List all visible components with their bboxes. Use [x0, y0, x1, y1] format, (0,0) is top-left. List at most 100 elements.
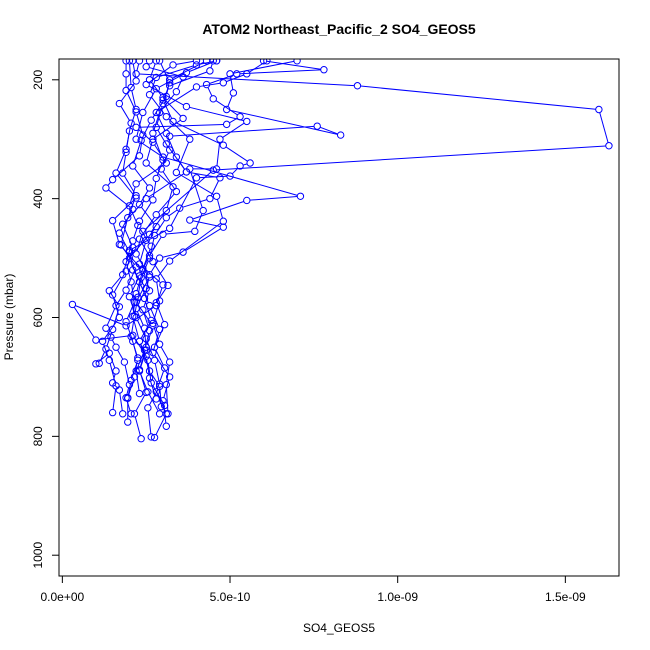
data-point — [186, 216, 194, 224]
profile-segment — [120, 83, 135, 102]
data-point — [149, 129, 157, 137]
profile-series — [92, 59, 147, 418]
data-point — [155, 297, 164, 305]
data-point — [108, 175, 117, 184]
data-point — [134, 356, 142, 364]
data-point — [132, 313, 140, 322]
profile-segment — [177, 159, 186, 170]
profile-segment — [152, 385, 164, 403]
series-layer — [68, 59, 613, 443]
x-axis-label: SO4_GEOS5 — [303, 621, 375, 635]
profile-segment — [129, 186, 136, 203]
data-point — [152, 222, 160, 231]
data-point — [172, 87, 181, 96]
profile-segment — [156, 287, 163, 303]
profile-segment — [149, 67, 181, 77]
data-point — [119, 410, 127, 418]
profile-segment — [266, 60, 321, 70]
profile-segment — [150, 381, 156, 397]
profile-segment — [209, 74, 234, 84]
data-point — [120, 358, 129, 366]
profile-segment — [159, 387, 162, 404]
profile-segment — [178, 173, 215, 196]
data-point — [149, 196, 157, 204]
data-point — [192, 83, 201, 91]
data-point — [165, 358, 174, 366]
data-point — [125, 127, 134, 135]
profile-segment — [112, 388, 117, 410]
profile-segment — [134, 300, 138, 314]
y-axis-label: Pressure (mbar) — [2, 274, 16, 361]
profile-segment — [189, 61, 214, 72]
data-point — [236, 162, 244, 170]
data-point — [147, 379, 155, 387]
profile-segment — [185, 228, 221, 251]
data-point — [135, 200, 144, 209]
profile-segment — [157, 129, 169, 148]
data-point — [125, 59, 134, 65]
profile-segment — [229, 109, 338, 135]
profile-segment — [106, 308, 116, 326]
data-point — [95, 359, 103, 367]
profile-segment — [243, 163, 248, 166]
data-point — [132, 250, 140, 258]
data-point — [176, 204, 184, 212]
profile-segment — [131, 319, 135, 334]
data-point — [162, 140, 171, 148]
data-point — [150, 356, 159, 364]
data-point — [152, 388, 160, 396]
data-point — [165, 224, 174, 233]
profile-segment — [152, 98, 166, 118]
profile-segment — [207, 87, 213, 97]
profile-series — [122, 59, 187, 403]
data-point — [147, 433, 155, 441]
data-point — [605, 142, 613, 150]
data-point — [216, 135, 224, 143]
profile-segment — [155, 416, 166, 435]
x-tick-label: 0.0e+00 — [40, 590, 84, 604]
data-point — [124, 213, 132, 222]
data-point — [145, 254, 154, 262]
profile-segment — [129, 112, 136, 129]
data-point — [595, 105, 603, 114]
data-point — [129, 162, 137, 170]
profile-segment — [199, 60, 214, 65]
data-point — [233, 70, 241, 78]
profile-segment — [137, 280, 142, 295]
data-point — [243, 117, 251, 126]
data-point — [243, 70, 251, 78]
data-point — [135, 217, 144, 225]
data-point — [122, 70, 130, 78]
profile-segment — [216, 142, 221, 166]
data-point — [157, 402, 165, 411]
profile-segment — [152, 181, 157, 197]
data-point — [164, 281, 172, 290]
data-point — [134, 293, 142, 301]
data-point — [142, 80, 150, 89]
profile-segment — [150, 260, 159, 273]
y-tick-label: 600 — [31, 307, 45, 327]
data-point — [192, 174, 201, 182]
profile-segment — [121, 220, 128, 243]
data-point — [219, 141, 228, 149]
data-point — [162, 206, 171, 215]
chart-title: ATOM2 Northeast_Pacific_2 SO4_GEOS5 — [202, 21, 476, 37]
profile-segment — [114, 157, 138, 178]
profile-segment — [128, 198, 136, 215]
profile-segment — [140, 190, 149, 203]
profile-segment — [143, 293, 149, 307]
profile-segment — [131, 236, 148, 256]
data-point — [68, 300, 77, 309]
data-point — [135, 389, 144, 398]
data-point — [159, 96, 167, 104]
profile-series — [124, 59, 271, 426]
profile-segment — [149, 238, 155, 256]
data-point — [130, 373, 139, 381]
profile-segment — [147, 363, 152, 380]
data-point — [162, 129, 171, 137]
data-point — [122, 286, 130, 294]
profile-segment — [599, 112, 609, 143]
x-tick-label: 1.0e-09 — [377, 590, 418, 604]
data-point — [192, 59, 201, 65]
data-point — [155, 254, 164, 262]
